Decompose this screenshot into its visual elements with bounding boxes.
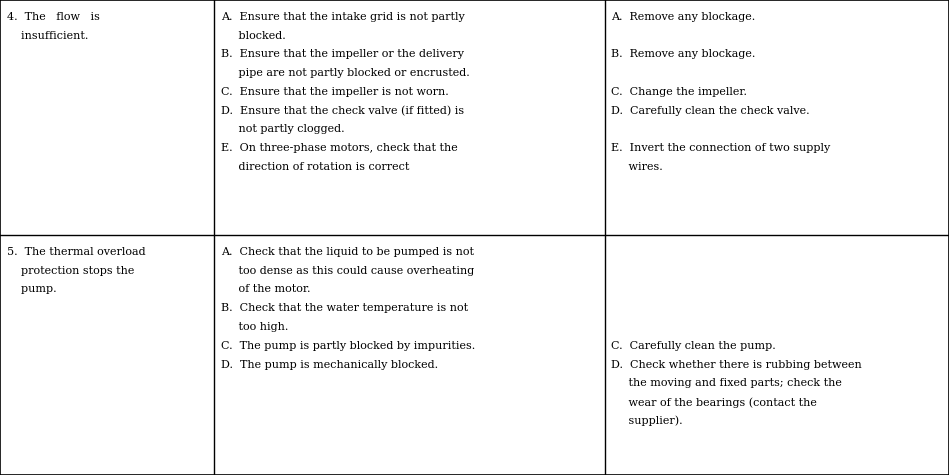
Text: E.  On three-phase motors, check that the: E. On three-phase motors, check that the [221,143,457,153]
Text: pipe are not partly blocked or encrusted.: pipe are not partly blocked or encrusted… [221,68,470,78]
Text: A.  Remove any blockage.: A. Remove any blockage. [611,12,755,22]
Text: A.  Ensure that the intake grid is not partly: A. Ensure that the intake grid is not pa… [221,12,465,22]
Text: too high.: too high. [221,322,288,332]
Text: 5.  The thermal overload: 5. The thermal overload [7,247,145,257]
Text: D.  Ensure that the check valve (if fitted) is: D. Ensure that the check valve (if fitte… [221,105,464,116]
Text: D.  Check whether there is rubbing between: D. Check whether there is rubbing betwee… [611,360,862,370]
Text: not partly clogged.: not partly clogged. [221,124,344,134]
Text: A.  Check that the liquid to be pumped is not: A. Check that the liquid to be pumped is… [221,247,474,257]
Text: B.  Check that the water temperature is not: B. Check that the water temperature is n… [221,303,468,313]
Text: C.  The pump is partly blocked by impurities.: C. The pump is partly blocked by impurit… [221,341,475,351]
Text: of the motor.: of the motor. [221,285,310,294]
Text: too dense as this could cause overheating: too dense as this could cause overheatin… [221,266,474,276]
Text: C.  Ensure that the impeller is not worn.: C. Ensure that the impeller is not worn. [221,87,449,97]
Text: 4.  The   flow   is: 4. The flow is [7,12,100,22]
Text: wear of the bearings (contact the: wear of the bearings (contact the [611,397,817,408]
Text: D.  Carefully clean the check valve.: D. Carefully clean the check valve. [611,105,809,115]
Text: C.  Change the impeller.: C. Change the impeller. [611,87,747,97]
Text: E.  Invert the connection of two supply: E. Invert the connection of two supply [611,143,830,153]
Text: supplier).: supplier). [611,416,682,427]
Text: C.  Carefully clean the pump.: C. Carefully clean the pump. [611,341,776,351]
Text: blocked.: blocked. [221,30,286,41]
Text: B.  Remove any blockage.: B. Remove any blockage. [611,49,755,59]
Text: wires.: wires. [611,162,663,172]
Text: direction of rotation is correct: direction of rotation is correct [221,162,409,172]
Text: the moving and fixed parts; check the: the moving and fixed parts; check the [611,378,842,388]
Text: B.  Ensure that the impeller or the delivery: B. Ensure that the impeller or the deliv… [221,49,464,59]
Text: insufficient.: insufficient. [7,30,88,41]
Text: D.  The pump is mechanically blocked.: D. The pump is mechanically blocked. [221,360,438,370]
Text: pump.: pump. [7,285,56,294]
Text: protection stops the: protection stops the [7,266,134,276]
